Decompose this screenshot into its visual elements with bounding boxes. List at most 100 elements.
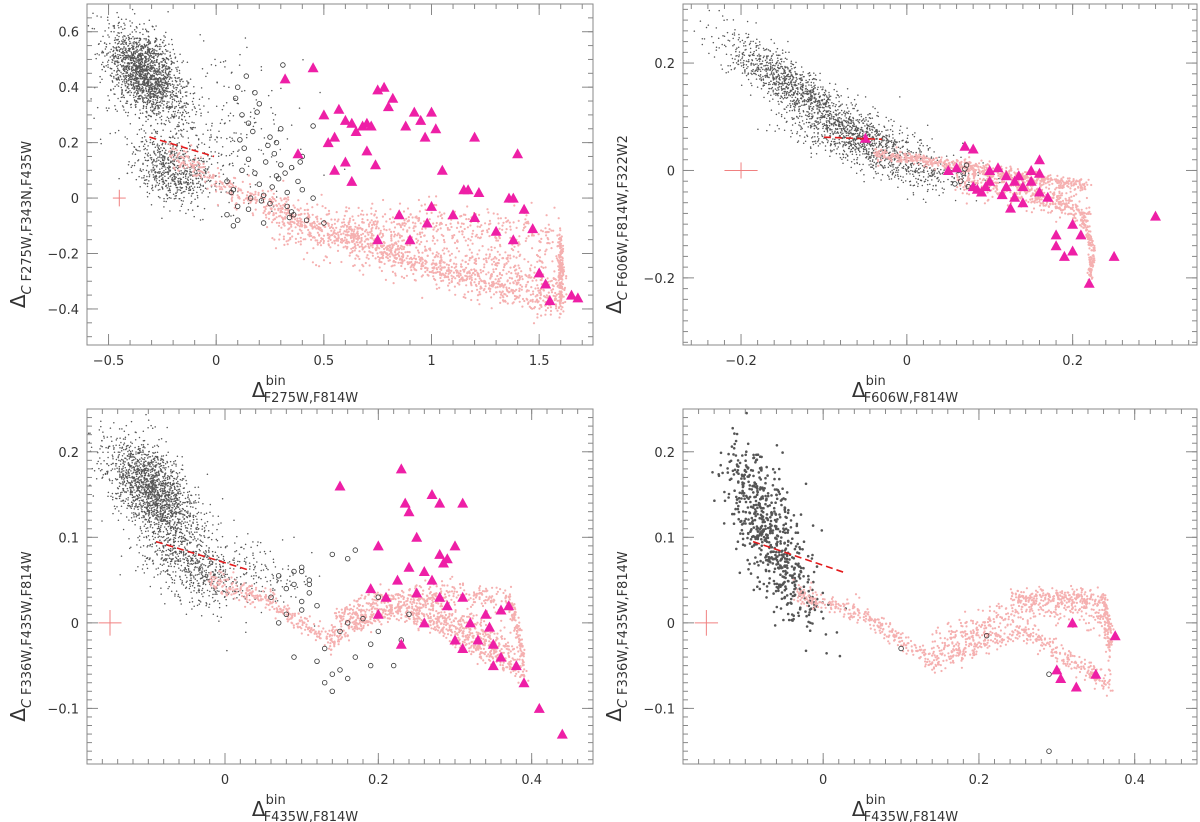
grey-star-point	[153, 67, 156, 70]
grey-star-point	[118, 50, 121, 53]
simulated-binary-point	[492, 212, 495, 215]
grey-star-point	[152, 100, 154, 103]
grey-star-point	[187, 141, 190, 144]
simulated-binary-point	[216, 203, 219, 207]
grey-star-point	[160, 115, 163, 117]
grey-star-point	[302, 58, 304, 61]
simulated-binary-point	[447, 278, 451, 281]
simulated-binary-point	[458, 278, 461, 282]
simulated-binary-point	[464, 296, 467, 299]
grey-star-point	[150, 102, 153, 105]
grey-star-point	[108, 107, 110, 109]
simulated-binary-point	[536, 260, 539, 263]
grey-star-point	[186, 91, 188, 93]
grey-star-point	[234, 97, 236, 100]
grey-star-point	[171, 101, 174, 103]
grey-star-point	[238, 149, 240, 151]
simulated-binary-point	[384, 213, 387, 216]
grey-star-point	[181, 61, 183, 64]
grey-star-point	[145, 52, 147, 54]
grey-star-point	[146, 84, 149, 86]
grey-star-point	[135, 25, 138, 28]
grey-star-point	[260, 149, 263, 151]
simulated-binary-point	[464, 260, 467, 264]
grey-star-point	[201, 96, 204, 98]
grey-star-point	[173, 99, 176, 102]
grey-star-point	[200, 184, 202, 187]
simulated-binary-point	[273, 238, 276, 241]
simulated-binary-point	[551, 284, 554, 287]
grey-star-point	[161, 144, 163, 146]
simulated-binary-point	[487, 257, 490, 260]
simulated-binary-point	[242, 201, 245, 204]
simulated-binary-point	[414, 279, 417, 282]
grey-star-point	[179, 80, 181, 83]
simulated-binary-point	[172, 158, 175, 161]
simulated-binary-point	[424, 248, 427, 251]
grey-star-point	[100, 63, 103, 66]
grey-star-point	[87, 24, 90, 27]
grey-star-point	[167, 159, 170, 161]
simulated-binary-point	[222, 185, 225, 188]
simulated-binary-point	[399, 261, 402, 264]
simulated-binary-point	[343, 214, 346, 217]
grey-star-point	[199, 219, 202, 221]
open-circle-point	[269, 184, 275, 190]
simulated-binary-point	[353, 228, 356, 231]
grey-star-point	[175, 133, 177, 135]
grey-star-point	[149, 81, 152, 83]
grey-star-point	[189, 188, 192, 191]
grey-star-point	[125, 71, 127, 73]
grey-star-point	[138, 67, 140, 69]
grey-star-point	[190, 195, 193, 197]
simulated-binary-point	[319, 226, 322, 230]
simulated-binary-point	[451, 237, 454, 240]
simulated-binary-point	[415, 241, 418, 244]
simulated-binary-point	[545, 294, 548, 297]
simulated-binary-band	[168, 141, 568, 325]
simulated-binary-point	[345, 228, 348, 231]
simulated-binary-point	[556, 234, 559, 237]
grey-star-point	[210, 155, 213, 157]
grey-star-point	[232, 139, 234, 142]
grey-star-point	[149, 78, 152, 81]
grey-star-point	[149, 77, 151, 79]
open-circle-point	[252, 89, 258, 96]
grey-star-point	[123, 76, 125, 78]
grey-star-point	[175, 192, 177, 195]
grey-star-point	[196, 197, 199, 199]
grey-star-point	[177, 177, 180, 180]
grey-star-point	[153, 151, 155, 153]
grey-star-point	[106, 61, 109, 63]
simulated-binary-point	[490, 249, 493, 252]
simulated-binary-point	[297, 221, 300, 224]
grey-star-point	[180, 133, 182, 136]
simulated-binary-point	[545, 214, 548, 217]
grey-star-point	[148, 180, 150, 182]
simulated-binary-point	[383, 228, 386, 231]
grey-star-point	[127, 68, 130, 70]
simulated-binary-point	[333, 242, 336, 245]
simulated-binary-point	[488, 253, 491, 256]
simulated-binary-point	[299, 240, 302, 243]
simulated-binary-point	[230, 199, 234, 202]
grey-star-point	[154, 146, 157, 149]
grey-star-point	[191, 209, 194, 211]
grey-star-point	[139, 112, 142, 115]
grey-star-point	[137, 160, 139, 162]
grey-star-point	[150, 52, 152, 54]
grey-star-point	[164, 76, 167, 78]
grey-star-point	[143, 130, 145, 132]
grey-star-point	[167, 50, 169, 52]
simulated-binary-point	[503, 263, 506, 266]
simulated-binary-point	[278, 221, 281, 224]
grey-star-point	[159, 150, 162, 153]
simulated-binary-point	[294, 226, 297, 229]
grey-star-point	[177, 90, 180, 93]
grey-star-point	[122, 40, 124, 43]
simulated-binary-point	[498, 290, 501, 293]
simulated-binary-point	[512, 282, 515, 285]
grey-star-point	[169, 91, 172, 93]
grey-star-point	[142, 106, 145, 108]
grey-star-point	[208, 192, 211, 194]
